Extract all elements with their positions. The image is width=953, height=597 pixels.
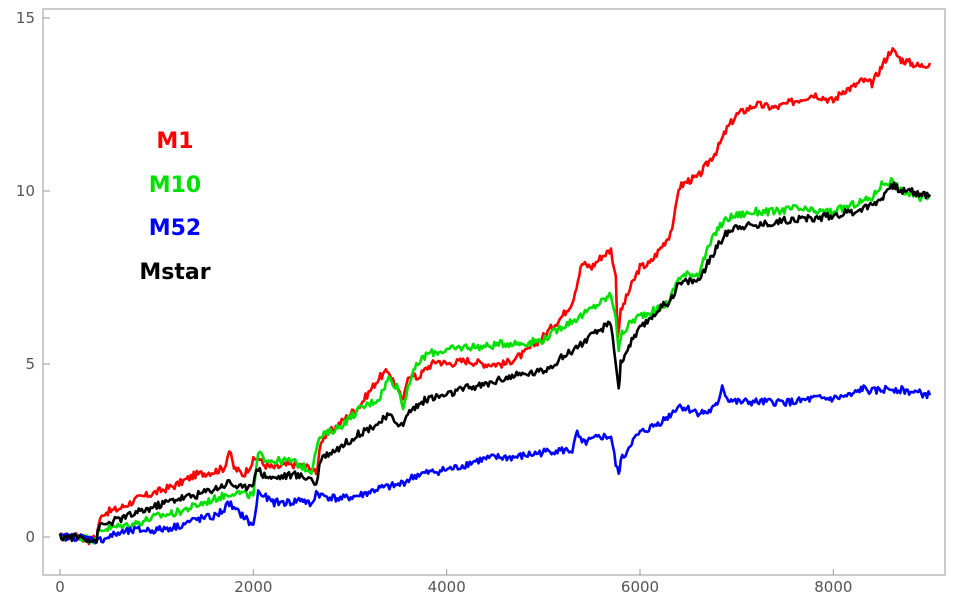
x-axis: 0 2000 4000 6000 8000	[55, 569, 852, 596]
y-tick-label: 5	[25, 355, 35, 373]
legend-label-m52: M52	[149, 216, 202, 241]
legend-label-m1: M1	[156, 129, 193, 154]
x-tick-label: 6000	[621, 578, 659, 596]
legend-label-m10: M10	[149, 173, 202, 198]
plot-frame	[42, 8, 946, 576]
y-axis: 0 5 10 15	[16, 9, 50, 546]
x-tick-label: 8000	[814, 578, 852, 596]
y-tick-label: 0	[25, 528, 35, 546]
series-line-m1	[59, 47, 932, 546]
series-lines	[58, 47, 932, 546]
x-tick-label: 2000	[234, 578, 272, 596]
series-line-m52	[59, 384, 932, 545]
series-line-mstar	[58, 181, 932, 544]
y-tick-label: 10	[16, 182, 35, 200]
x-tick-label: 4000	[428, 578, 466, 596]
series-line-m10	[58, 176, 932, 545]
legend: M1 M10 M52 Mstar	[139, 129, 210, 285]
legend-label-mstar: Mstar	[139, 260, 210, 285]
y-tick-label: 15	[16, 9, 35, 27]
x-tick-label: 0	[55, 578, 65, 596]
